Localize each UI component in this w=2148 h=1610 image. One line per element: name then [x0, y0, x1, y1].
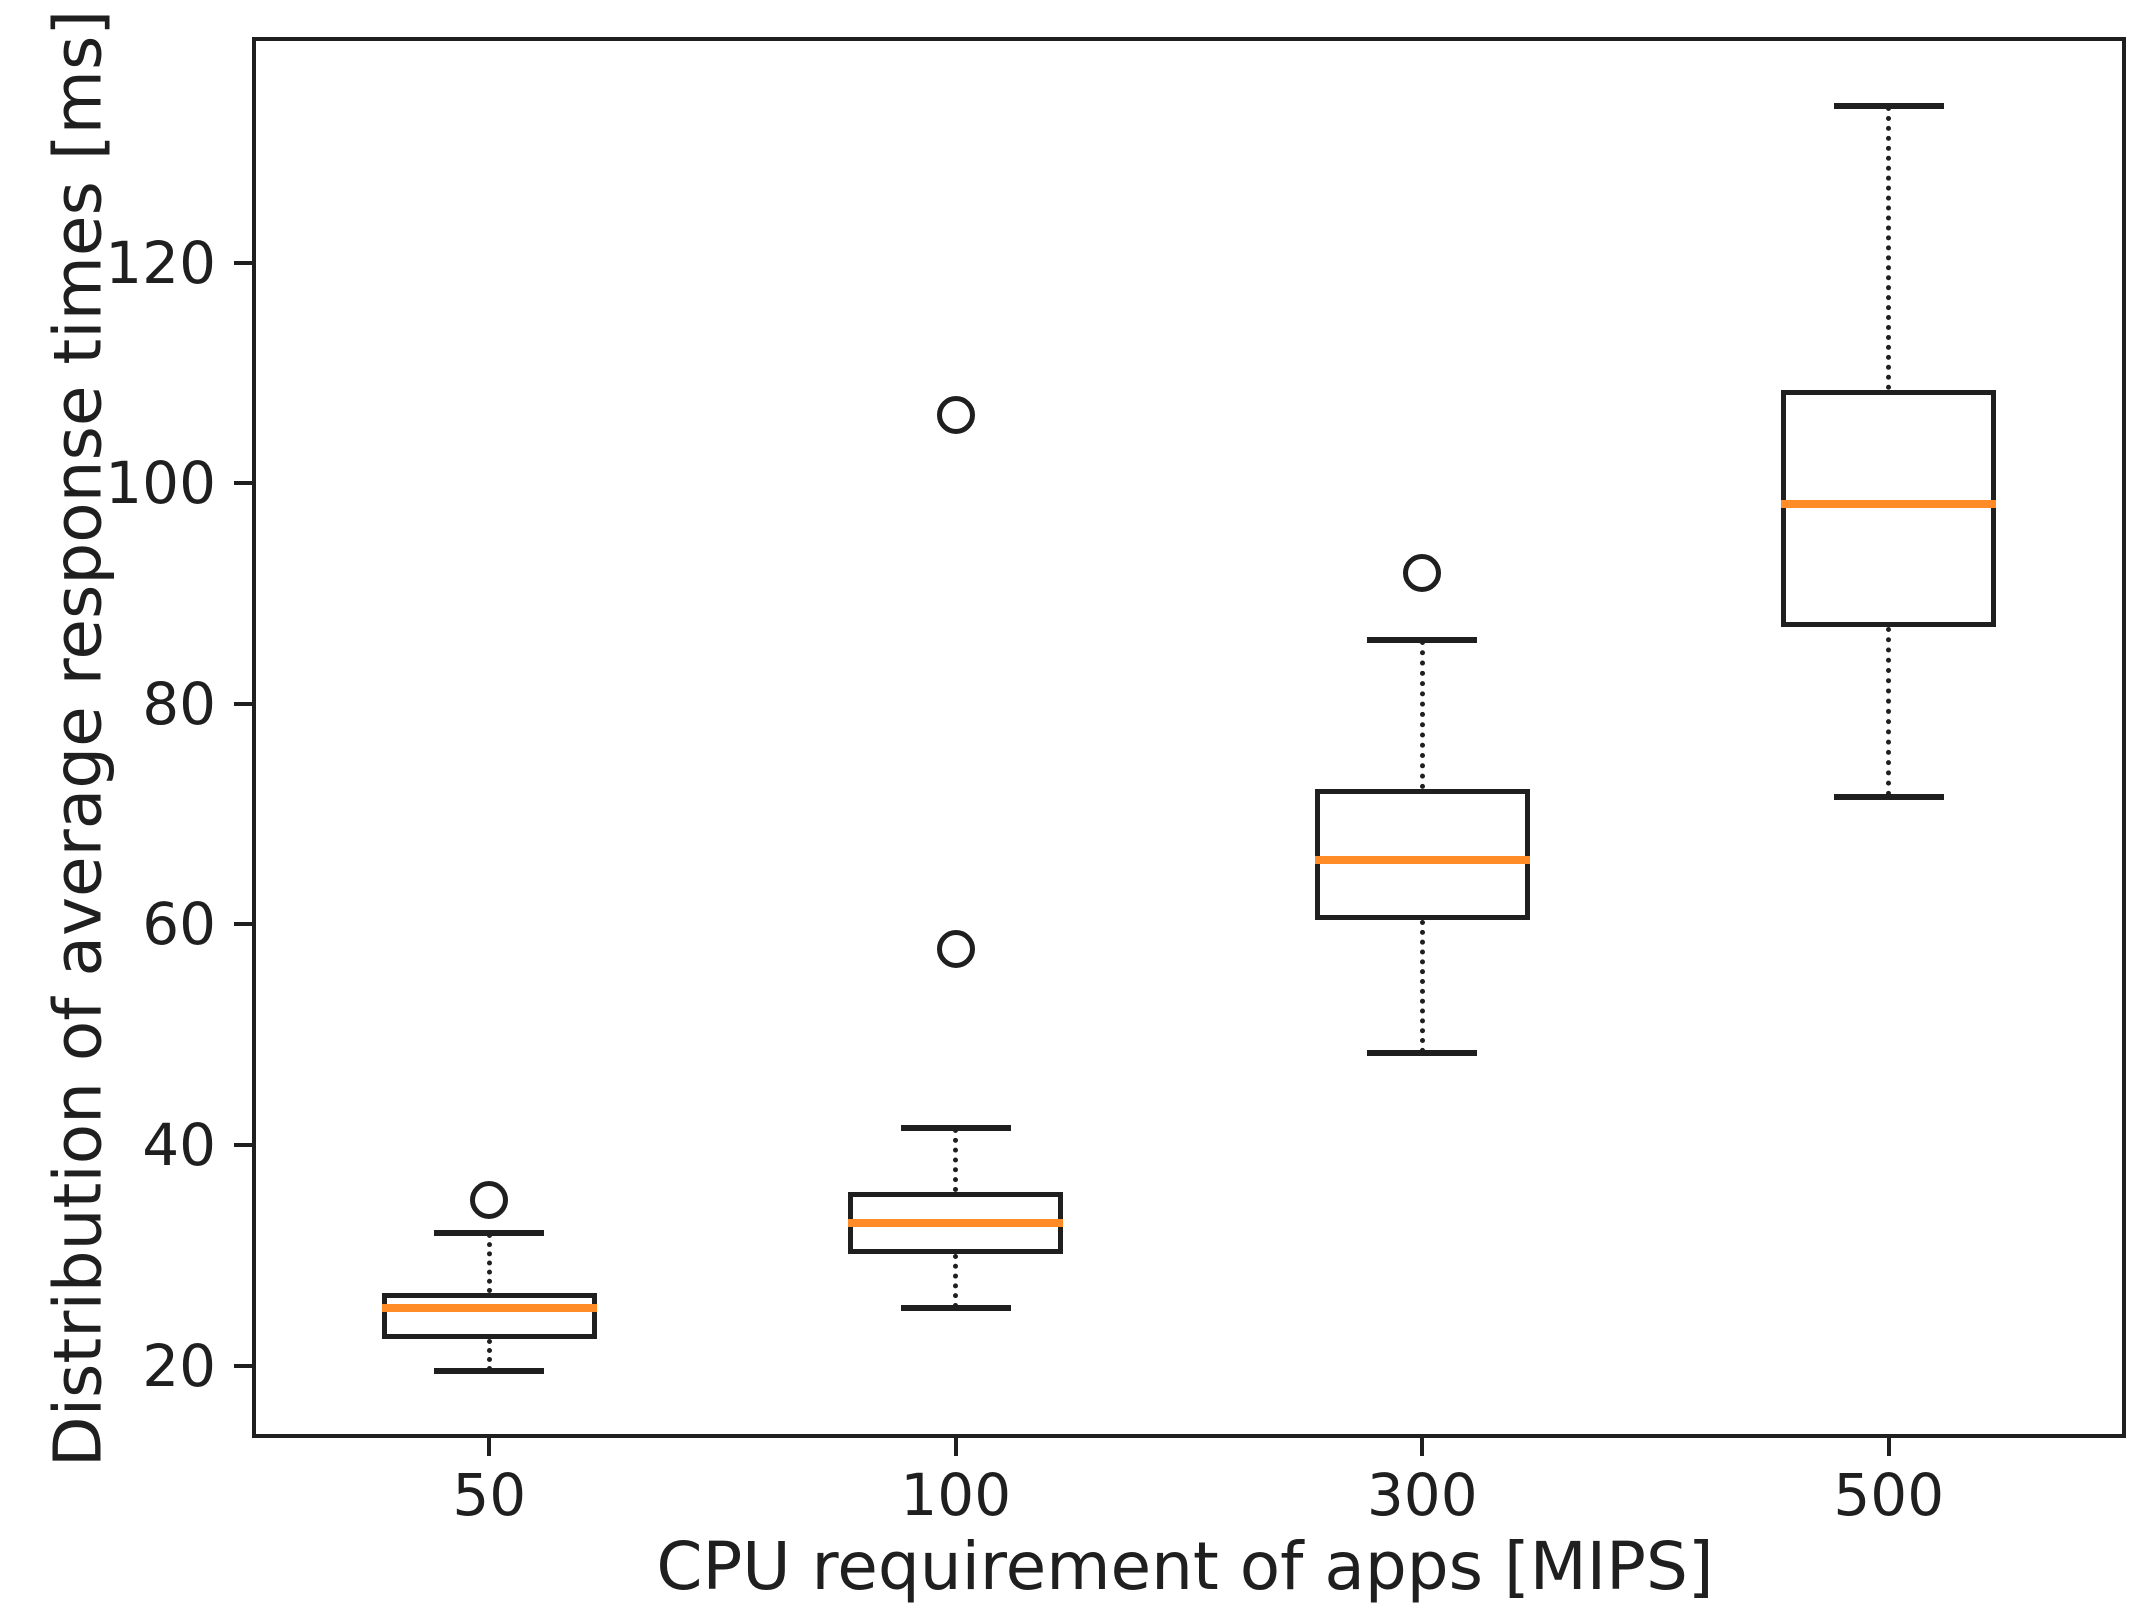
plot-area: 20 40 60 80 100 120 50 100 300 500 — [105, 37, 2126, 1524]
upper-whisker — [486, 1233, 492, 1293]
x-axis-label: CPU requirement of apps [MIPS] — [656, 1528, 1714, 1605]
upper-whisker-cap — [434, 1230, 545, 1237]
median-line — [1781, 500, 1997, 509]
y-tick-mark — [234, 1363, 252, 1368]
y-tick-label: 100 — [105, 449, 216, 518]
upper-whisker — [1886, 106, 1892, 390]
lower-whisker — [486, 1339, 492, 1372]
outlier-marker — [936, 929, 975, 968]
y-tick-mark — [234, 701, 252, 706]
y-tick-label: 80 — [142, 669, 216, 738]
x-tick-label: 300 — [1366, 1461, 1478, 1529]
lower-whisker — [953, 1254, 959, 1309]
upper-whisker-cap — [1367, 636, 1478, 643]
x-tick-label: 100 — [900, 1461, 1012, 1529]
y-axis-label: Distribution of average response times [… — [39, 9, 117, 1468]
y-tick-label: 60 — [142, 890, 216, 959]
median-line — [1314, 856, 1530, 865]
y-tick-label: 120 — [105, 228, 216, 297]
outlier-marker — [470, 1181, 509, 1220]
median-line — [381, 1304, 597, 1313]
lower-whisker-cap — [1833, 793, 1944, 800]
upper-whisker-cap — [1833, 103, 1944, 110]
upper-whisker — [1419, 639, 1425, 789]
y-tick-label: 20 — [142, 1331, 216, 1400]
lower-whisker — [1419, 920, 1425, 1054]
lower-whisker-cap — [900, 1305, 1011, 1312]
x-tick-mark — [1886, 1438, 1891, 1456]
outlier-marker — [1403, 553, 1442, 592]
y-tick-mark — [234, 922, 252, 927]
y-tick-label: 40 — [142, 1111, 216, 1180]
outlier-marker — [936, 395, 975, 434]
x-tick-mark — [487, 1438, 492, 1456]
median-line — [848, 1219, 1064, 1228]
y-tick-mark — [234, 260, 252, 265]
upper-whisker — [953, 1128, 959, 1193]
y-tick-mark — [234, 1143, 252, 1148]
y-tick-mark — [234, 481, 252, 486]
x-tick-mark — [1420, 1438, 1425, 1456]
lower-whisker-cap — [1367, 1050, 1478, 1057]
box-iqr — [1314, 788, 1530, 921]
x-tick-label: 500 — [1833, 1461, 1945, 1529]
x-tick-mark — [953, 1438, 958, 1456]
lower-whisker-cap — [434, 1368, 545, 1375]
x-tick-label: 50 — [452, 1461, 527, 1529]
upper-whisker-cap — [900, 1125, 1011, 1132]
lower-whisker — [1886, 626, 1892, 797]
box-iqr — [381, 1292, 597, 1340]
